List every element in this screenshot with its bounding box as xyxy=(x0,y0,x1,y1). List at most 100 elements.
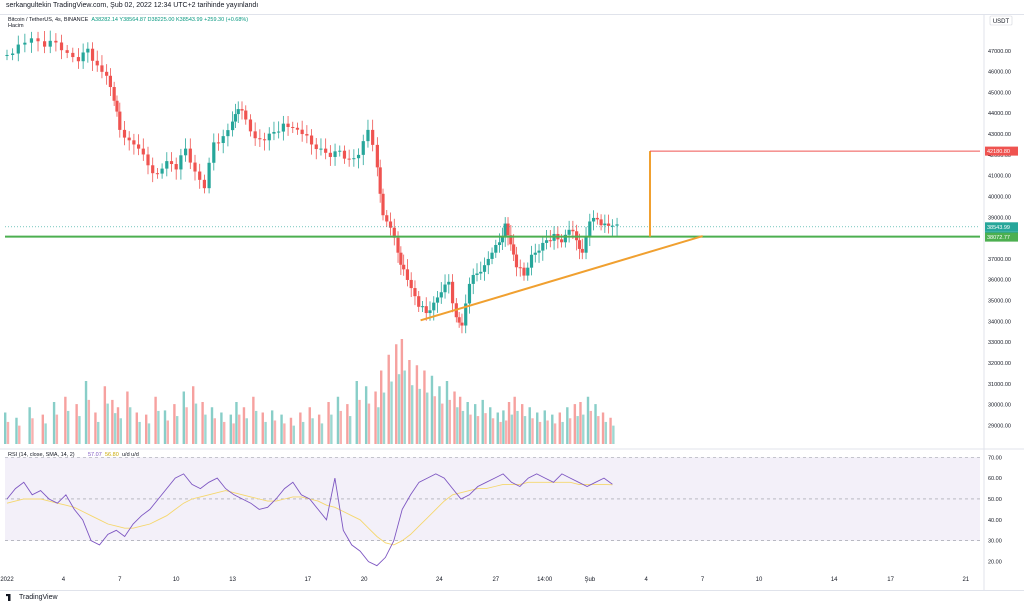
candle-body xyxy=(71,52,75,58)
time-tick-label: 17 xyxy=(304,577,311,583)
volume-bar xyxy=(64,396,67,444)
candle-body xyxy=(262,139,267,141)
volume-bar xyxy=(84,381,88,444)
candle-body xyxy=(29,38,34,43)
volume-bar xyxy=(516,410,519,444)
volume-bar xyxy=(523,416,527,444)
time-tick-label: 10 xyxy=(756,577,763,583)
volume-bar xyxy=(355,381,358,444)
candle-body xyxy=(392,227,396,238)
volume-bar xyxy=(561,421,564,444)
candle-body xyxy=(475,273,479,275)
candle-body xyxy=(309,135,314,145)
candle-body xyxy=(599,219,603,226)
volume-bar xyxy=(358,399,361,444)
volume-bar xyxy=(264,421,267,444)
volume-bar xyxy=(403,370,406,444)
candle-body xyxy=(112,87,116,101)
rsi-line xyxy=(6,473,613,567)
volume-bar xyxy=(213,418,216,444)
candle-body xyxy=(324,148,328,153)
candle-body xyxy=(342,150,347,159)
volume-bar xyxy=(220,412,223,444)
candle-body xyxy=(361,141,365,155)
candle-body xyxy=(347,158,351,160)
publisher-bar: serkangultekin TradingView.com, Şub 02, … xyxy=(0,0,1024,15)
rsi-tick-label: 60.00 xyxy=(988,476,1002,482)
volume-bar xyxy=(283,423,286,444)
volume-bar xyxy=(44,423,47,444)
volume-bar xyxy=(4,412,7,444)
candle-body xyxy=(212,142,216,163)
volume-bar xyxy=(589,410,592,444)
candle-body xyxy=(86,48,90,53)
volume-bar xyxy=(551,414,554,444)
candle-body xyxy=(65,50,69,53)
candle-body xyxy=(115,100,119,112)
candle-body xyxy=(81,52,85,62)
candle-body xyxy=(300,129,304,135)
volume-bar xyxy=(147,423,151,444)
candle-body xyxy=(514,254,519,268)
volume-bar xyxy=(261,412,264,444)
legend-ohlc: A38282.14 Y38564.87 D38225.00 K38543.99 … xyxy=(91,17,249,23)
price-tick-label: 44000.00 xyxy=(988,111,1011,117)
volume-bar xyxy=(173,404,176,444)
volume-bar xyxy=(252,396,255,444)
volume-bar xyxy=(382,392,386,444)
volume-bar xyxy=(426,392,429,444)
volume-bar xyxy=(474,404,477,444)
candle-body xyxy=(305,134,309,136)
candle-body xyxy=(417,296,421,307)
candle-body xyxy=(548,240,552,242)
support-price-label: 38072.77 xyxy=(987,235,1010,241)
candle-body xyxy=(76,57,81,62)
target-price-label: 42180.80 xyxy=(987,149,1010,155)
candle-body xyxy=(405,269,410,280)
volume-bar xyxy=(397,374,401,444)
volume-bar xyxy=(145,414,148,444)
candle-body xyxy=(281,123,285,132)
volume-bar xyxy=(528,407,531,444)
volume-bar xyxy=(489,407,492,444)
candle-body xyxy=(396,237,400,253)
rsi-legend-label: RSI (14, close, SMA, 14, 2) xyxy=(8,452,75,458)
volume-bar xyxy=(476,416,480,444)
volume-bar xyxy=(430,375,434,444)
candle-body xyxy=(59,42,64,51)
candle-body xyxy=(522,267,526,276)
volume-bar xyxy=(235,402,238,444)
candle-body xyxy=(413,288,417,297)
currency-label: USDT xyxy=(993,19,1010,25)
rsi-legend-suffix: u/d u/d xyxy=(122,452,139,458)
volume-bar xyxy=(536,412,539,444)
candle-body xyxy=(560,239,564,243)
legend-symbol[interactable]: Bitcoin / TetherUS, 4s, BINANCE xyxy=(8,17,89,23)
candle-body xyxy=(286,123,290,127)
time-tick-label: 21 xyxy=(962,577,969,583)
volume-bar xyxy=(400,339,404,444)
candle-body xyxy=(207,162,211,189)
candle-body xyxy=(378,167,382,194)
time-tick-label: Şub xyxy=(584,577,595,583)
tradingview-logo[interactable]: TradingView xyxy=(6,594,58,601)
volume-bar xyxy=(192,386,195,444)
volume-bar xyxy=(204,414,207,444)
candle-body xyxy=(533,252,537,255)
volume-bar xyxy=(135,412,138,444)
volume-bar xyxy=(15,417,18,444)
volume-bar xyxy=(448,399,451,444)
time-tick-label: 7 xyxy=(701,577,705,583)
candle-body xyxy=(16,44,20,54)
tradingview-logo-icon xyxy=(6,594,11,601)
volume-bar xyxy=(466,402,469,444)
candle-body xyxy=(54,40,58,43)
volume-bar xyxy=(311,418,314,444)
candle-body xyxy=(503,223,507,237)
last-price-label-box xyxy=(985,222,1018,232)
candle-body xyxy=(179,155,183,170)
volume-bar xyxy=(55,414,59,444)
candle-body xyxy=(607,223,611,226)
price-tick-label: 36000.00 xyxy=(988,278,1011,284)
